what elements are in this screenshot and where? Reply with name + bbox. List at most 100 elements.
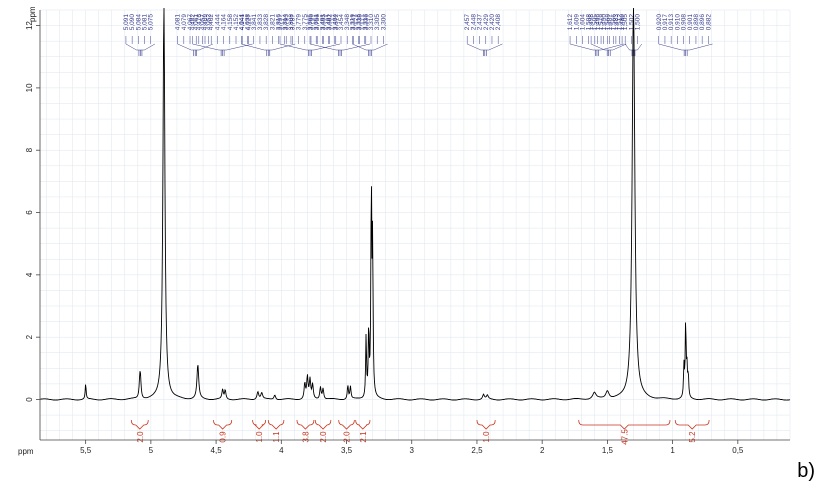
peak-label: 4,476 (196, 14, 203, 31)
peak-label: 1,498 (588, 14, 595, 31)
peak-label: 1,598 (586, 14, 593, 31)
integral-bracket: 1.0 (252, 419, 267, 443)
peak-label: 3,348 (344, 14, 351, 31)
integral-bracket: 2.0 (338, 419, 355, 443)
peak-label: 1,595 (592, 14, 599, 31)
integral-value: 1.0 (255, 431, 264, 443)
peak-label: 3,481 (326, 14, 333, 31)
integral-bracket: 1.0 (476, 419, 496, 443)
y-tick-label: 8 (25, 147, 34, 152)
x-tick-label: 0,5 (732, 446, 744, 455)
peak-label-group: 3,665 3,651 3,491 3,481 3,464 3,454 3,348 3,341… (307, 14, 371, 56)
integral-value: 3.8 (301, 431, 310, 443)
integral-bracket: 5.2 (674, 419, 710, 443)
peak-label: 3,766 (308, 14, 315, 31)
peak-label: 1,490 (600, 14, 607, 31)
peak-label: 1,505 (622, 14, 629, 31)
integral-curve (252, 419, 267, 430)
peak-label: 4,067 (187, 14, 194, 31)
peak-label: 3,491 (319, 14, 326, 31)
peak-label-group: 1,612 1,609 1,604 1,598 1,595 1,579 1,568 1,566… (567, 14, 624, 56)
peak-label: 1,483 (613, 14, 620, 31)
peak-label: 4,158 (227, 14, 234, 31)
peak-label-group: 4,081 4,079 4,067 4,061 4,057 4,052 (175, 14, 213, 56)
integral-bracket: 3.8 (296, 419, 315, 443)
peak-label: 4,079 (181, 14, 188, 31)
peak-label: 4,061 (193, 14, 200, 31)
peak-label: 1,512 (617, 14, 624, 31)
peak-label: 3,821 (269, 14, 276, 31)
peak-label: 3,310 (368, 14, 375, 31)
integral-value: 1.0 (482, 431, 491, 443)
x-tick-label: 2 (540, 446, 545, 455)
peak-label: 3,651 (313, 14, 320, 31)
spectrum-trace (40, 7, 790, 401)
peak-label-group: 3,797 3,793 3,787 3,779 3,775 3,766 3,756 3,695… (277, 14, 341, 56)
x-tick-label: 5 (149, 446, 154, 455)
integral-curve (476, 419, 496, 430)
integral-curve (674, 419, 710, 430)
peak-label: 3,672 (333, 14, 340, 31)
peak-label-group: 4,482 4,476 4,469 4,462 4,444 4,164 4,158 4,152… (190, 14, 253, 56)
peak-label: 0,901 (687, 14, 694, 31)
integral-value: 1.1 (272, 431, 281, 443)
x-tick-label: 4 (279, 446, 284, 455)
peak-label: 2,457 (464, 14, 471, 31)
peak-label: 3,454 (338, 14, 345, 31)
peak-label: 2,437 (477, 14, 484, 31)
integral-value: 2.0 (136, 431, 145, 443)
peak-label: 4,152 (233, 14, 240, 31)
peak-label: 4,127 (245, 14, 252, 31)
x-tick-label: 2,5 (471, 446, 483, 455)
y-tick-label: 6 (25, 210, 34, 215)
peak-label: 5,081 (142, 14, 149, 31)
peak-label-group: 3,319 3,316 3,313 3,310 3,305 3,300 (349, 14, 388, 56)
peak-label: 0,896 (699, 14, 706, 31)
peak-label: 0,908 (681, 14, 688, 31)
integral-curve (213, 419, 233, 430)
integral-value: 0.9 (219, 431, 228, 443)
peak-label: 3,793 (283, 14, 290, 31)
x-tick-label: 5,5 (80, 446, 92, 455)
peak-label: 4,469 (202, 14, 209, 31)
y-unit-label: ppm (28, 6, 37, 22)
integral-value: 47.5 (620, 429, 629, 445)
panel-label: b) (797, 460, 815, 482)
integral-bracket: 2.0 (314, 419, 332, 443)
peak-label-layer: 5,091 5,090 5,084 5,081 5,075 4,482 4,476 4,469… (123, 14, 713, 56)
peak-label: 1,502 (628, 14, 635, 31)
peak-label: 3,336 (363, 14, 370, 31)
peak-label: 2,408 (495, 14, 502, 31)
peak-label: 4,081 (175, 14, 182, 31)
peak-label: 4,482 (190, 14, 197, 31)
peak-label: 2,429 (483, 14, 490, 31)
peak-label: 2,448 (470, 14, 477, 31)
peak-label: 4,444 (214, 14, 221, 31)
peak-label: 3,313 (362, 14, 369, 31)
integral-curve (338, 419, 355, 430)
integral-curve (314, 419, 332, 430)
peak-label: 1,496 (594, 14, 601, 31)
peak-label: 3,833 (257, 14, 264, 31)
peak-label: 1,568 (604, 14, 611, 31)
peak-label: 1,566 (610, 14, 617, 31)
integral-curve (130, 419, 149, 430)
peak-label: 3,828 (263, 14, 270, 31)
peak-label: 2,420 (489, 14, 496, 31)
integral-bracket: 0.9 (213, 419, 233, 443)
x-unit-label: ppm (18, 447, 34, 456)
peak-label: 3,779 (296, 14, 303, 31)
peak-label: 5,091 (123, 14, 130, 31)
peak-label: 3,756 (314, 14, 321, 31)
peak-label-group: 4,044 4,038 3,841 3,833 3,828 3,821 3,816 3,814… (238, 14, 296, 56)
y-tick-label: 10 (25, 83, 34, 92)
x-tick-label: 3 (410, 446, 415, 455)
peak-label: 4,164 (221, 14, 228, 31)
peak-label-group: 5,091 5,090 5,084 5,081 5,075 (123, 14, 156, 56)
peak-label: 1,579 (598, 14, 605, 31)
peak-label-group: 1,498 1,496 1,490 1,487 1,483 1,480 (588, 14, 627, 56)
peak-label: 0,910 (674, 14, 681, 31)
integral-value: 2.0 (343, 431, 352, 443)
peak-label: 3,775 (302, 14, 309, 31)
